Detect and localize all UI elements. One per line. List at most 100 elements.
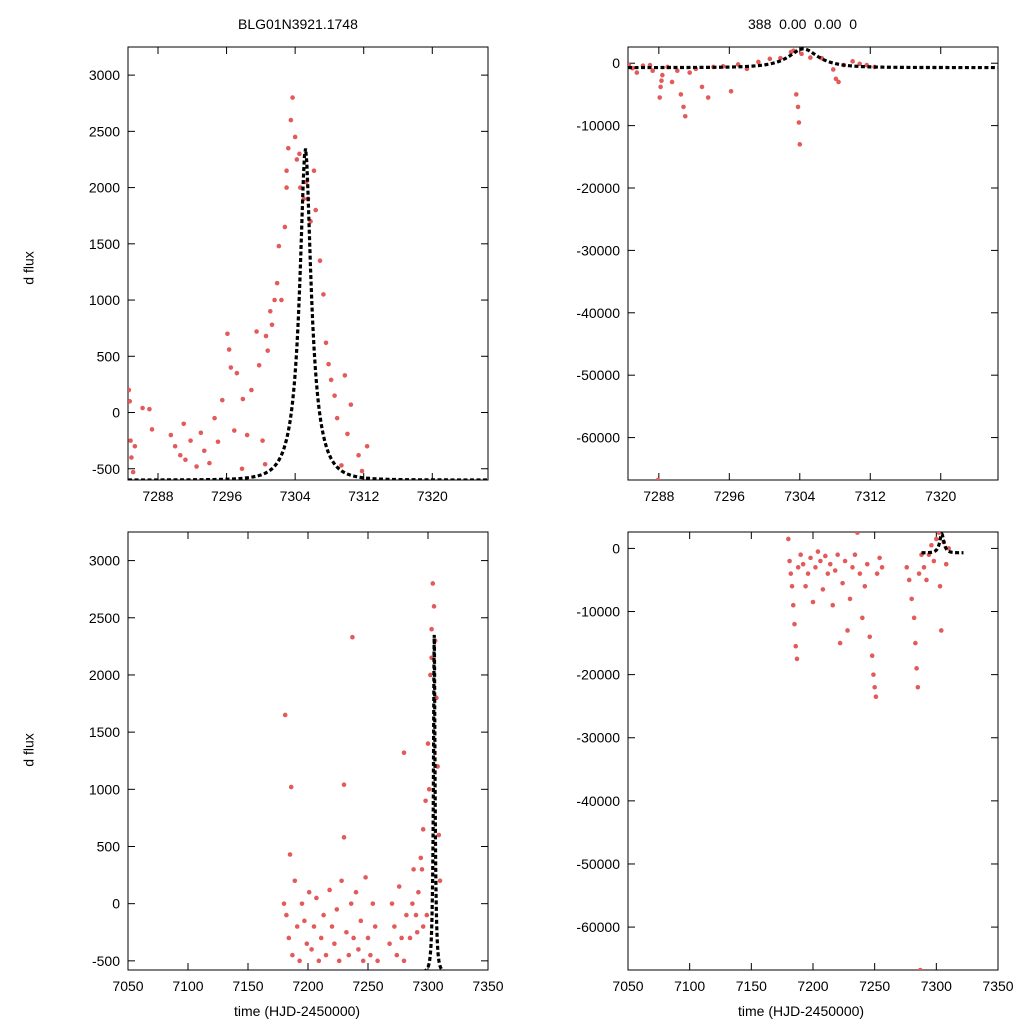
- point-top-left-71: [284, 168, 289, 174]
- point-bottom-right-12: [805, 571, 811, 576]
- point-bottom-left-19: [311, 924, 317, 929]
- point-bottom-left-8: [284, 912, 289, 918]
- point-bottom-left-50: [399, 935, 404, 941]
- xlabel-right: time (HJD-2450000): [738, 1003, 865, 1019]
- point-top-right-9: [659, 78, 664, 83]
- point-bottom-left-26: [329, 924, 335, 929]
- point-bottom-left-56: [416, 889, 421, 895]
- ytick-label-bottom-right--40000: -40000: [576, 793, 620, 809]
- point-top-right-38: [830, 67, 836, 72]
- point-top-right-20: [705, 95, 711, 100]
- point-top-right-17: [687, 70, 692, 75]
- point-top-left-4: [130, 469, 136, 475]
- point-bottom-left-5: [350, 634, 355, 640]
- xtick-label-bottom-right-7300: 7300: [921, 978, 952, 994]
- point-top-left-9: [168, 432, 174, 438]
- frame-top-right: [627, 46, 999, 481]
- point-bottom-right-8: [795, 565, 801, 570]
- title-right: 388 0.00 0.00 0: [748, 16, 857, 32]
- point-bottom-right-59: [931, 558, 937, 564]
- point-bottom-left-45: [387, 941, 392, 946]
- point-top-left-59: [328, 377, 334, 383]
- point-top-left-34: [262, 461, 268, 467]
- point-bottom-left-15: [302, 918, 307, 924]
- point-top-left-60: [332, 393, 337, 398]
- point-bottom-right-29: [847, 596, 853, 602]
- ytick-label-bottom-left-2500: 2500: [89, 610, 120, 626]
- point-bottom-right-53: [918, 967, 923, 970]
- point-top-left-30: [249, 387, 254, 393]
- point-bottom-right-36: [864, 561, 870, 567]
- xtick-label-bottom-right-7200: 7200: [797, 978, 828, 994]
- point-bottom-left-47: [392, 924, 397, 929]
- ytick-label-bottom-left-1000: 1000: [89, 781, 120, 797]
- panel-top-right: 7288 7296 7304 7312 7320 -60000 -50000 -40000 -3…: [576, 46, 999, 504]
- point-bottom-left-23: [321, 912, 326, 918]
- point-top-right-39: [833, 76, 839, 82]
- point-bottom-right-37: [867, 634, 873, 640]
- points-bottom-left: [281, 581, 443, 964]
- point-top-left-8: [149, 427, 155, 432]
- point-bottom-left-7: [281, 901, 287, 906]
- point-bottom-right-45: [904, 565, 910, 570]
- ytick-label-top-left-500: 500: [97, 348, 121, 364]
- point-bottom-left-57: [418, 855, 424, 861]
- point-top-left-46: [290, 95, 295, 100]
- point-top-left-3: [129, 455, 134, 460]
- points-top-right: [628, 48, 877, 480]
- point-top-left-39: [274, 280, 280, 286]
- point-bottom-left-62: [429, 626, 434, 632]
- point-bottom-right-14: [810, 599, 816, 605]
- point-bottom-left-58: [420, 827, 426, 832]
- point-bottom-left-27: [332, 941, 337, 946]
- point-bottom-left-6: [401, 750, 407, 756]
- point-bottom-left-10: [290, 952, 295, 958]
- point-top-right-42: [850, 59, 855, 64]
- point-top-right-16: [682, 113, 688, 119]
- xtick-label-bottom-left-7050: 7050: [112, 978, 143, 994]
- point-bottom-right-60: [934, 536, 939, 542]
- xtick-label-bottom-right-7100: 7100: [674, 978, 705, 994]
- title-left: BLG01N3921.1748: [238, 16, 358, 32]
- frame-bottom-right: [627, 531, 999, 971]
- ytick-label-bottom-left-500: 500: [97, 838, 121, 854]
- point-bottom-left-1: [288, 784, 294, 790]
- point-bottom-right-66: [946, 546, 951, 551]
- xtick-label-bottom-left-7200: 7200: [292, 978, 323, 994]
- point-bottom-left-54: [411, 867, 416, 872]
- point-bottom-right-49: [913, 640, 918, 646]
- point-top-left-6: [140, 405, 145, 411]
- point-top-left-61: [334, 415, 340, 421]
- point-top-left-37: [269, 322, 275, 328]
- xtick-label-bottom-left-7150: 7150: [232, 978, 263, 994]
- point-bottom-right-6: [793, 643, 799, 649]
- point-bottom-right-55: [921, 565, 927, 570]
- point-top-right-7: [657, 95, 663, 100]
- point-bottom-right-17: [818, 558, 823, 564]
- point-top-left-32: [256, 362, 262, 368]
- ytick-label-top-right--10000: -10000: [576, 118, 620, 134]
- point-bottom-right-38: [869, 653, 875, 659]
- point-bottom-right-11: [803, 583, 808, 589]
- point-bottom-left-13: [297, 958, 302, 964]
- point-bottom-left-53: [407, 935, 413, 941]
- point-bottom-right-22: [830, 602, 836, 608]
- panel-top-left: 7288 7296 7304 7312 7320 -500 0 500 1000 1500 2000…: [89, 46, 489, 504]
- point-bottom-right-42: [874, 571, 880, 576]
- point-top-left-63: [342, 373, 348, 378]
- xtick-label-bottom-left-7350: 7350: [472, 978, 503, 994]
- point-bottom-left-63: [430, 581, 436, 586]
- point-bottom-right-31: [852, 552, 858, 558]
- point-bottom-left-49: [396, 884, 402, 889]
- point-bottom-right-39: [871, 672, 876, 677]
- ytick-label-top-left-0: 0: [112, 405, 120, 421]
- point-top-left-57: [323, 340, 329, 346]
- point-top-right-43: [857, 61, 862, 67]
- point-bottom-left-55: [413, 912, 419, 918]
- point-top-right-2: [634, 70, 640, 75]
- point-top-left-14: [188, 438, 193, 443]
- point-bottom-left-40: [365, 935, 371, 941]
- panel-bottom-right: 7050 7100 7150 7200 7250 7300 7350 -60000 -50000…: [576, 531, 1014, 994]
- xtick-label-bottom-right-7050: 7050: [612, 978, 643, 994]
